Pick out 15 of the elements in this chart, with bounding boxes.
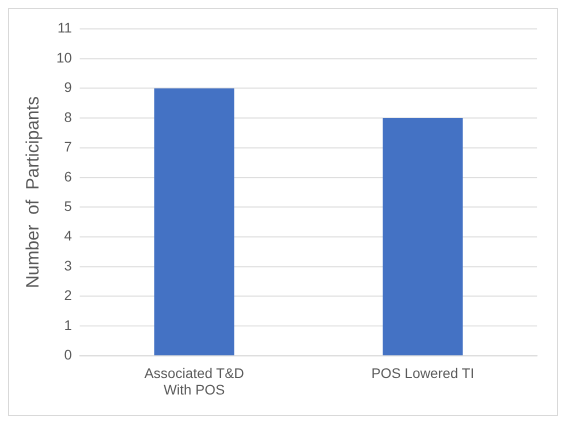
x-tick-label: POS Lowered TI (371, 364, 474, 381)
y-tick-label: 9 (64, 79, 72, 96)
x-tick-label: Associated T&D With POS (144, 364, 244, 398)
y-tick-label: 7 (64, 138, 72, 155)
y-tick-label: 4 (64, 228, 72, 244)
y-axis-title: Number of Participants (22, 96, 43, 288)
y-tick-label: 8 (64, 108, 72, 125)
y-tick-label: 3 (64, 257, 72, 274)
y-tick-label: 2 (64, 287, 72, 304)
y-tick-label: 5 (64, 198, 72, 214)
y-tick-label: 11 (57, 20, 72, 36)
y-tick-label: 1 (64, 316, 72, 333)
y-tick-label: 10 (56, 49, 72, 66)
y-tick-label: 6 (64, 168, 72, 184)
y-tick-label: 0 (64, 346, 72, 363)
